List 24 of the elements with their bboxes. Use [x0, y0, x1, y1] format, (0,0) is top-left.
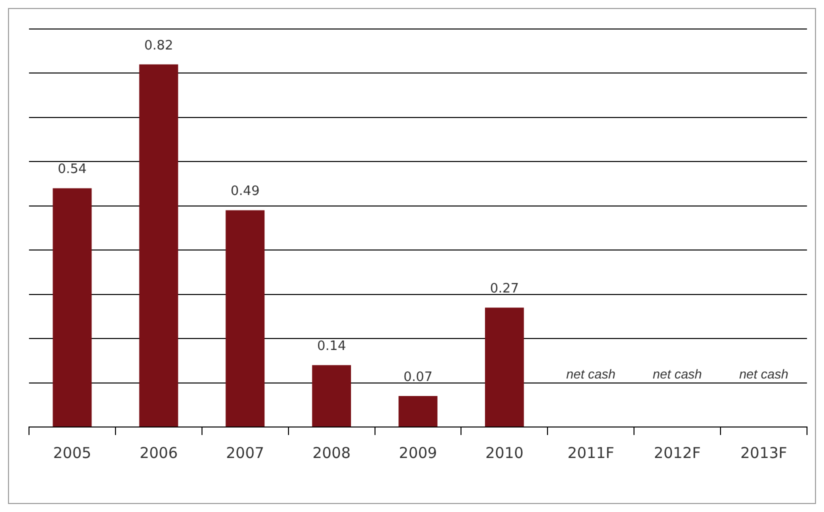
data-label: 0.54: [58, 162, 87, 178]
x-tick-label: 2005: [53, 444, 92, 462]
annotation: net cash: [566, 366, 616, 382]
bar: [226, 210, 265, 426]
x-tick-label: 2007: [226, 444, 264, 462]
data-label: 0.14: [317, 338, 346, 354]
x-tick-label: 2008: [312, 444, 351, 462]
x-tick-label: 2006: [140, 444, 178, 462]
data-label: 0.27: [490, 281, 519, 296]
bar: [398, 396, 438, 426]
data-label: 0.49: [230, 184, 260, 200]
x-tick-label: 2011F: [567, 444, 614, 462]
data-label: 0.07: [404, 370, 432, 385]
bar: [312, 365, 352, 426]
x-tick-label: 2009: [398, 444, 438, 462]
x-tick-label: 2012F: [654, 444, 701, 462]
x-tick-label: 2013F: [740, 444, 788, 462]
bar: [484, 308, 524, 426]
annotation: net cash: [739, 366, 788, 382]
data-label: 0.82: [144, 38, 174, 54]
annotation: net cash: [652, 366, 702, 382]
bar: [52, 188, 92, 426]
x-tick-label: 2010: [485, 444, 524, 462]
bar: [139, 64, 178, 426]
